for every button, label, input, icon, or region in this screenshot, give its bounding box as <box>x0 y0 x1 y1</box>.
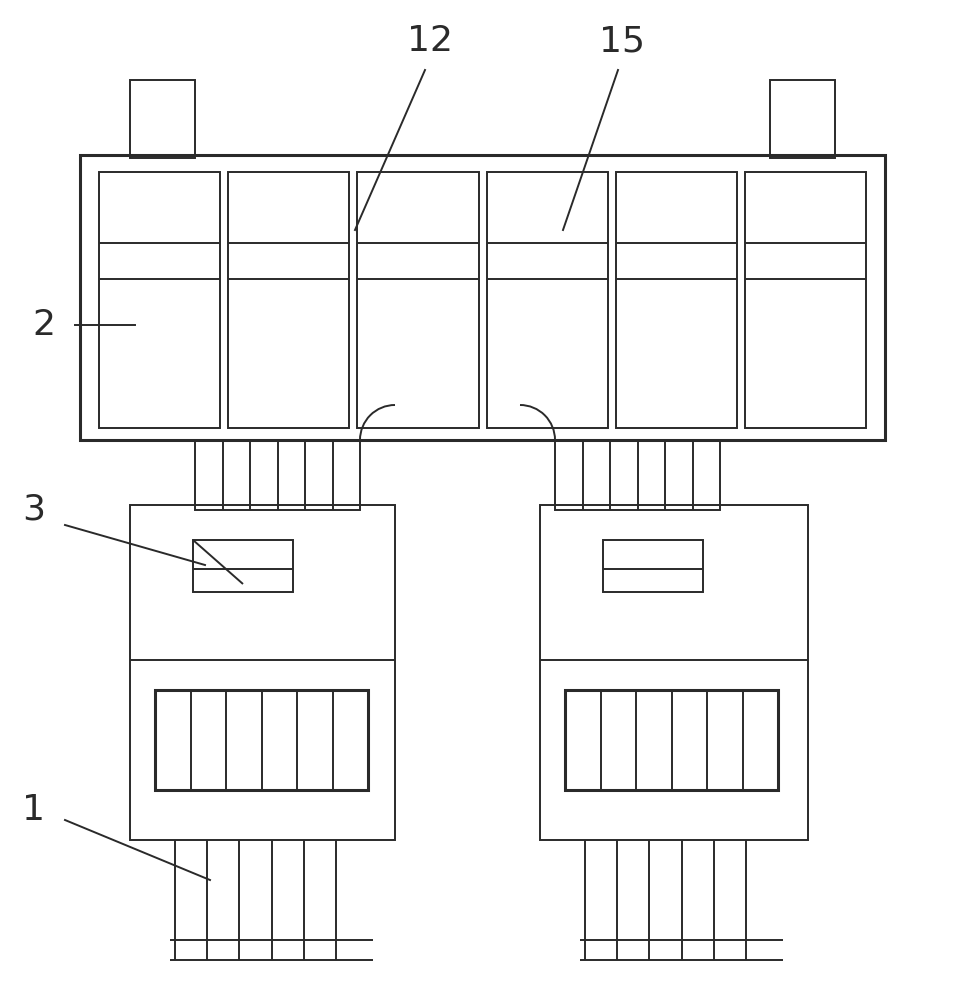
Bar <box>358 172 478 428</box>
Bar <box>130 505 395 840</box>
Text: 15: 15 <box>599 24 645 58</box>
Bar <box>195 440 360 510</box>
Bar <box>80 155 885 440</box>
Text: 2: 2 <box>32 308 55 342</box>
Bar <box>565 690 778 790</box>
Bar <box>193 540 293 592</box>
Text: 3: 3 <box>22 493 45 527</box>
Bar <box>745 172 866 428</box>
Bar <box>155 690 368 790</box>
Text: 1: 1 <box>22 793 45 827</box>
Bar <box>616 172 736 428</box>
Bar <box>228 172 349 428</box>
Bar <box>487 172 607 428</box>
Bar <box>603 540 703 592</box>
Bar <box>540 505 808 840</box>
Bar <box>770 80 835 158</box>
Bar <box>99 172 220 428</box>
Text: 12: 12 <box>407 24 453 58</box>
Bar <box>555 440 720 510</box>
Bar <box>130 80 195 158</box>
